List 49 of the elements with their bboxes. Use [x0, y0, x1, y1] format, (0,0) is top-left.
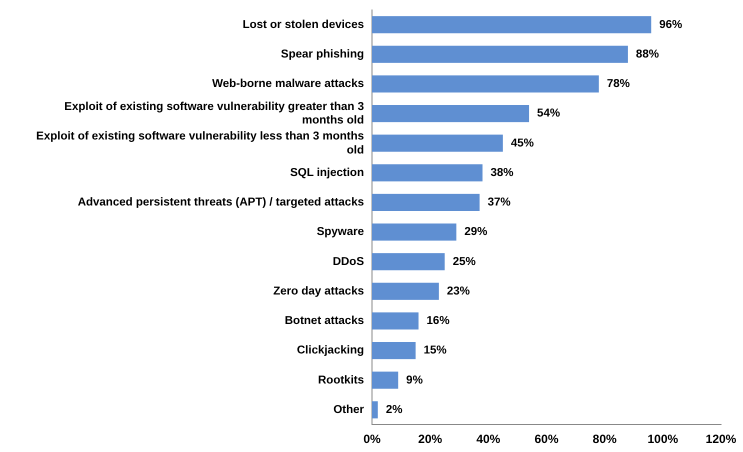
y-tick-label: Lost or stolen devices: [242, 18, 364, 31]
data-label: 25%: [452, 256, 476, 268]
y-tick-label: SQL injection: [290, 166, 364, 179]
x-tick-label: 100%: [647, 432, 679, 446]
y-tick-label: Spear phishing: [280, 48, 364, 61]
bar: [372, 342, 416, 360]
bar: [372, 401, 378, 418]
bar: [372, 16, 652, 34]
data-label: 9%: [406, 374, 423, 386]
x-tick-label: 120%: [706, 432, 737, 446]
data-label: 54%: [537, 108, 560, 120]
data-label: 37%: [488, 196, 511, 209]
y-tick-label: Spyware: [316, 226, 364, 238]
x-tick-label: 20%: [418, 432, 442, 446]
y-tick-label: Exploit of existing software vulnerability less than 3 months old: [36, 130, 364, 156]
bar: [372, 312, 419, 330]
x-tick-label: 60%: [534, 432, 559, 446]
bar: [372, 46, 628, 63]
y-tick-label: Other: [333, 404, 365, 416]
data-label: 15%: [424, 344, 447, 357]
bar: [372, 104, 530, 122]
bar: [372, 223, 456, 241]
bar: [372, 253, 445, 270]
y-tick-label: Clickjacking: [296, 344, 364, 357]
bar: [372, 164, 483, 182]
y-tick-label: Zero day attacks: [273, 285, 364, 298]
x-tick-label: 80%: [592, 432, 617, 446]
x-tick-label: 40%: [476, 432, 501, 446]
y-tick-label: Exploit of existing software vulnerability greater than 3 months old: [64, 100, 364, 127]
data-label: 16%: [426, 315, 450, 328]
y-tick-label: Botnet attacks: [284, 315, 364, 328]
data-label: 88%: [636, 48, 659, 61]
y-tick-label: DDoS: [332, 256, 364, 268]
bar: [372, 194, 480, 212]
bar: [372, 372, 398, 389]
data-label: 23%: [446, 285, 470, 298]
data-label: 2%: [386, 404, 402, 416]
data-label: 38%: [490, 166, 514, 179]
data-label: 29%: [464, 226, 488, 238]
data-label: 45%: [510, 137, 534, 150]
bar: [372, 75, 599, 93]
bar: [372, 282, 439, 300]
data-label: 78%: [606, 78, 630, 90]
data-label: 96%: [659, 18, 682, 31]
x-tick-label: 0%: [363, 432, 381, 446]
y-tick-label: Web-borne malware attacks: [212, 78, 364, 90]
y-tick-label: Advanced persistent threats (APT) / targeted attacks: [78, 196, 364, 209]
bar: [372, 134, 503, 152]
y-tick-label: Rootkits: [318, 374, 364, 386]
